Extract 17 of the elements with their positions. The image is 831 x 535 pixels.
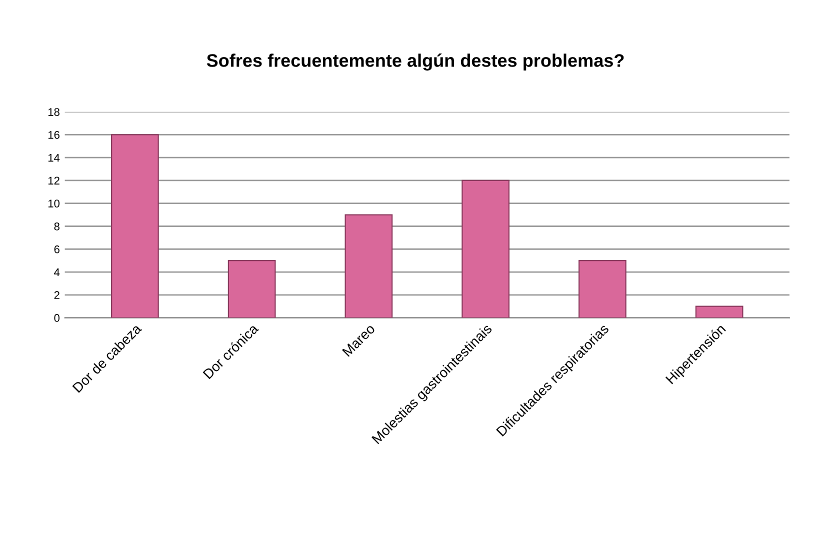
y-tick-label: 6 (54, 245, 60, 254)
y-tick-label: 14 (48, 154, 60, 162)
y-tick-label: 4 (54, 268, 60, 276)
y-tick-label: 0 (54, 314, 60, 322)
bar (344, 214, 393, 318)
bar (228, 260, 276, 318)
bar (462, 180, 510, 318)
bar (111, 134, 159, 318)
y-tick-label: 12 (48, 176, 60, 184)
y-tick-label: 8 (54, 222, 60, 230)
y-tick-label: 18 (48, 108, 60, 116)
bar (695, 306, 744, 318)
bar (578, 260, 626, 318)
y-tick-label: 16 (48, 130, 60, 139)
y-tick-label: 2 (54, 291, 60, 299)
y-tick-label: 10 (48, 200, 60, 208)
chart-title: Sofres frecuentemente algún destes problemas? (206, 54, 624, 71)
